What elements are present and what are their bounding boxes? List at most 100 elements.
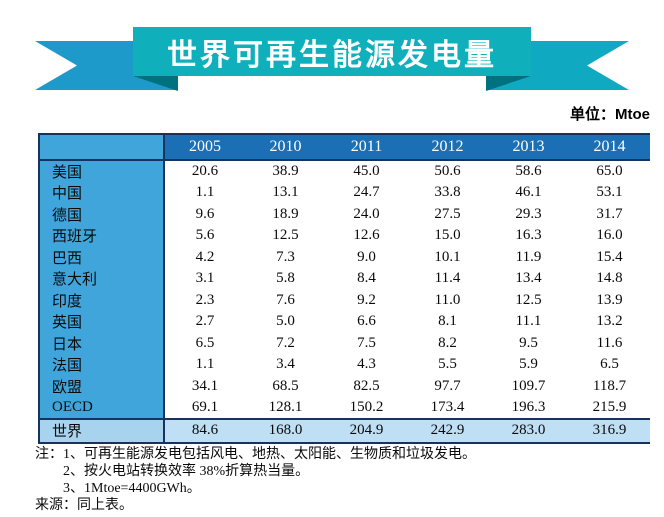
- row-label: 法国: [39, 354, 165, 376]
- table-cell: 46.1: [488, 182, 569, 204]
- renewable-generation-table: 2005 2010 2011 2012 2013 2014 美国 20.6 38…: [38, 133, 650, 444]
- table-cell: 68.5: [245, 375, 326, 397]
- corner-cell: [39, 134, 165, 160]
- table-cell: 29.3: [488, 203, 569, 225]
- table-body: 美国 20.6 38.9 45.0 50.6 58.6 65.0 中国 1.1 …: [39, 160, 650, 443]
- table-cell: 38.9: [245, 160, 326, 182]
- table-cell: 31.7: [569, 203, 650, 225]
- source-line: 来源：同上表。: [35, 498, 133, 513]
- table-row: 欧盟 34.1 68.5 82.5 97.7 109.7 118.7: [39, 375, 650, 397]
- table-cell: 8.1: [407, 311, 488, 333]
- table-cell: 69.1: [164, 397, 245, 419]
- table-cell: 215.9: [569, 397, 650, 419]
- table-cell: 84.6: [164, 418, 245, 443]
- table-cell: 24.7: [326, 182, 407, 204]
- table-row: 美国 20.6 38.9 45.0 50.6 58.6 65.0: [39, 160, 650, 182]
- table-cell: 8.2: [407, 332, 488, 354]
- table-row-world: 世界 84.6 168.0 204.9 242.9 283.0 316.9: [39, 418, 650, 443]
- table-row: 中国 1.1 13.1 24.7 33.8 46.1 53.1: [39, 182, 650, 204]
- table-row: 法国 1.1 3.4 4.3 5.5 5.9 6.5: [39, 354, 650, 376]
- table-cell: 8.4: [326, 268, 407, 290]
- table-cell: 5.8: [245, 268, 326, 290]
- table-cell: 5.6: [164, 225, 245, 247]
- row-label: 英国: [39, 311, 165, 333]
- table-cell: 150.2: [326, 397, 407, 419]
- table-cell: 9.6: [164, 203, 245, 225]
- table-cell: 7.5: [326, 332, 407, 354]
- table-header: 2005 2010 2011 2012 2013 2014: [39, 134, 650, 160]
- table-cell: 7.3: [245, 246, 326, 268]
- table-cell: 7.2: [245, 332, 326, 354]
- table-cell: 128.1: [245, 397, 326, 419]
- year-header: 2011: [326, 134, 407, 160]
- row-label: 美国: [39, 160, 165, 182]
- table-cell: 7.6: [245, 289, 326, 311]
- table-row: 西班牙 5.6 12.5 12.6 15.0 16.3 16.0: [39, 225, 650, 247]
- table-cell: 24.0: [326, 203, 407, 225]
- table-cell: 82.5: [326, 375, 407, 397]
- table-cell: 11.9: [488, 246, 569, 268]
- table-cell: 283.0: [488, 418, 569, 443]
- table-cell: 118.7: [569, 375, 650, 397]
- table-cell: 16.3: [488, 225, 569, 247]
- table-cell: 10.1: [407, 246, 488, 268]
- table-cell: 15.4: [569, 246, 650, 268]
- table-cell: 242.9: [407, 418, 488, 443]
- table-cell: 13.1: [245, 182, 326, 204]
- table-cell: 11.6: [569, 332, 650, 354]
- table-cell: 173.4: [407, 397, 488, 419]
- table-cell: 13.9: [569, 289, 650, 311]
- table-cell: 204.9: [326, 418, 407, 443]
- row-label: 西班牙: [39, 225, 165, 247]
- table-row: 印度 2.3 7.6 9.2 11.0 12.5 13.9: [39, 289, 650, 311]
- title-ribbon: 世界可再生能源发电量: [0, 0, 664, 100]
- note-prefix: 注：: [35, 447, 63, 462]
- table-cell: 12.6: [326, 225, 407, 247]
- table-row: 意大利 3.1 5.8 8.4 11.4 13.4 14.8: [39, 268, 650, 290]
- row-label: 意大利: [39, 268, 165, 290]
- note-line-1: 注：1、可再生能源发电包括风电、地热、太阳能、生物质和垃圾发电。: [35, 446, 476, 463]
- table-cell: 50.6: [407, 160, 488, 182]
- table-cell: 11.0: [407, 289, 488, 311]
- table-cell: 6.5: [569, 354, 650, 376]
- year-header: 2010: [245, 134, 326, 160]
- ribbon-band: 世界可再生能源发电量: [133, 27, 531, 76]
- table-cell: 3.4: [245, 354, 326, 376]
- table-cell: 2.3: [164, 289, 245, 311]
- table-row: OECD 69.1 128.1 150.2 173.4 196.3 215.9: [39, 397, 650, 419]
- table-cell: 12.5: [488, 289, 569, 311]
- year-header: 2013: [488, 134, 569, 160]
- table-container: 2005 2010 2011 2012 2013 2014 美国 20.6 38…: [38, 133, 650, 444]
- footnotes: 注：1、可再生能源发电包括风电、地热、太阳能、生物质和垃圾发电。 2、按火电站转…: [35, 446, 476, 514]
- page-title: 世界可再生能源发电量: [167, 37, 497, 73]
- table-cell: 4.2: [164, 246, 245, 268]
- table-cell: 1.1: [164, 354, 245, 376]
- table-cell: 33.8: [407, 182, 488, 204]
- note-item: 1、可再生能源发电包括风电、地热、太阳能、生物质和垃圾发电。: [63, 447, 476, 462]
- table-cell: 316.9: [569, 418, 650, 443]
- table-cell: 11.4: [407, 268, 488, 290]
- row-label: 巴西: [39, 246, 165, 268]
- table-cell: 15.0: [407, 225, 488, 247]
- table-cell: 5.0: [245, 311, 326, 333]
- table-cell: 9.5: [488, 332, 569, 354]
- unit-label: 单位：Mtoe: [570, 106, 650, 123]
- table-row: 巴西 4.2 7.3 9.0 10.1 11.9 15.4: [39, 246, 650, 268]
- row-label: 中国: [39, 182, 165, 204]
- year-header: 2005: [164, 134, 245, 160]
- table-cell: 3.1: [164, 268, 245, 290]
- note-line-2: 2、按火电站转换效率 38%折算热当量。: [63, 464, 310, 479]
- table-row: 日本 6.5 7.2 7.5 8.2 9.5 11.6: [39, 332, 650, 354]
- table-cell: 16.0: [569, 225, 650, 247]
- table-cell: 27.5: [407, 203, 488, 225]
- table-cell: 1.1: [164, 182, 245, 204]
- table-cell: 97.7: [407, 375, 488, 397]
- row-label: 印度: [39, 289, 165, 311]
- note-line-3: 3、1Mtoe=4400GWh。: [63, 481, 201, 496]
- table-cell: 20.6: [164, 160, 245, 182]
- row-label: 德国: [39, 203, 165, 225]
- table-cell: 58.6: [488, 160, 569, 182]
- table-row: 德国 9.6 18.9 24.0 27.5 29.3 31.7: [39, 203, 650, 225]
- table-cell: 109.7: [488, 375, 569, 397]
